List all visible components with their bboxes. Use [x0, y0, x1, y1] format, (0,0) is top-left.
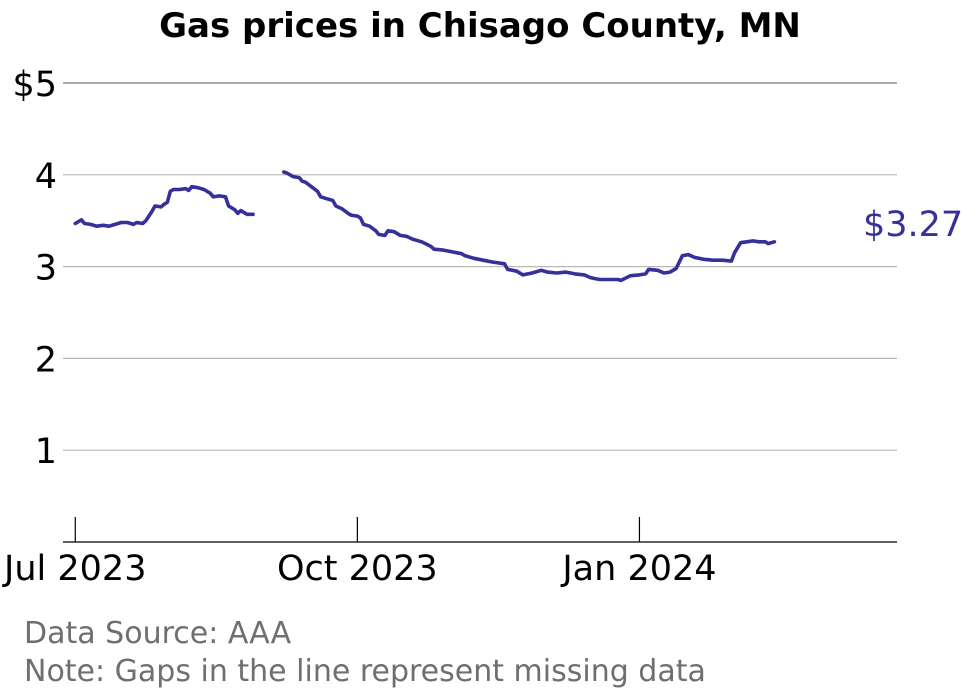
y-tick-label-4: 4 — [35, 157, 57, 197]
y-tick-label-3: 3 — [35, 249, 57, 289]
x-axis-ticks: Jul 2023 Oct 2023 Jan 2024 — [2, 517, 717, 589]
price-line — [73, 170, 777, 283]
y-tick-label-1: 1 — [35, 432, 57, 472]
chart-title: Gas prices in Chisago County, MN — [159, 6, 801, 46]
end-value-label: $3.27 — [863, 205, 963, 245]
gaps-note: Note: Gaps in the line represent missing… — [24, 654, 706, 689]
price-line-segment-1 — [73, 184, 255, 228]
y-axis-tick-labels: 1 2 3 4 $5 — [12, 65, 57, 472]
data-source-note: Data Source: AAA — [24, 616, 292, 651]
x-tick-label-1: Oct 2023 — [277, 549, 438, 589]
price-line-segment-2 — [281, 170, 777, 283]
x-tick-label-0: Jul 2023 — [2, 549, 146, 589]
gridlines — [63, 82, 897, 451]
y-tick-label-2: 2 — [35, 340, 57, 380]
y-tick-label-5: $5 — [12, 65, 57, 105]
x-tick-label-2: Jan 2024 — [560, 549, 716, 589]
